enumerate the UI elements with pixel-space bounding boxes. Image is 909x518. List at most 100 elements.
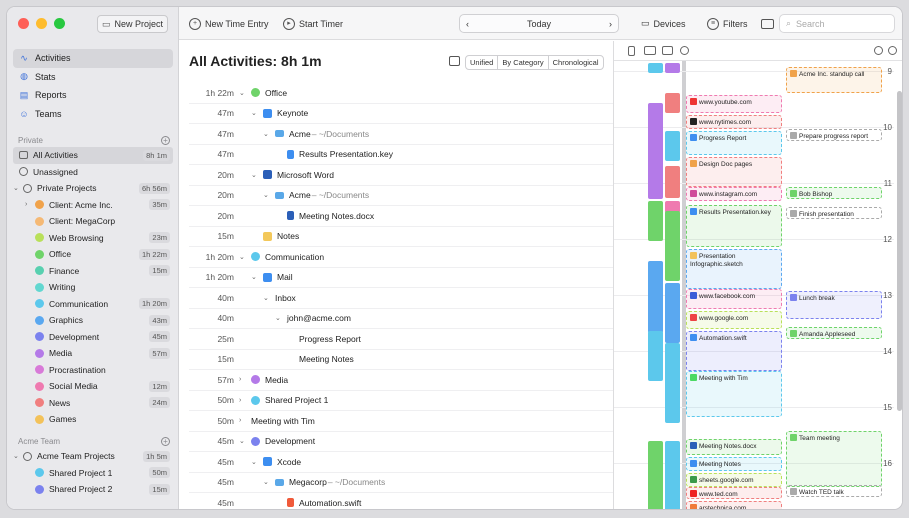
- category-time-block[interactable]: [648, 201, 663, 241]
- sidebar-item-team-project[interactable]: Shared Project 2 15m: [13, 481, 173, 498]
- activity-row[interactable]: 47m ⌄ Keynote: [189, 104, 613, 124]
- chevron-right-icon[interactable]: ›: [239, 376, 242, 384]
- folder-icon[interactable]: [662, 46, 673, 55]
- filters-button[interactable]: ≡ Filters: [707, 15, 748, 32]
- timeline-activity[interactable]: Meeting with Tim: [686, 371, 782, 417]
- timeline-activity[interactable]: www.facebook.com: [686, 289, 782, 309]
- activity-row[interactable]: 50m › Meeting with Tim: [189, 411, 613, 432]
- start-timer-button[interactable]: ▸ Start Timer: [283, 15, 343, 32]
- activity-row[interactable]: 20m Meeting Notes.docx: [189, 206, 613, 227]
- calendar-event[interactable]: Amanda Appleseed: [786, 327, 882, 339]
- search-input[interactable]: ⌕ Search: [779, 14, 895, 33]
- activity-row[interactable]: 25m Progress Report: [189, 329, 613, 350]
- chevron-down-icon[interactable]: ⌄: [275, 315, 281, 323]
- activity-row[interactable]: 47m Results Presentation.key: [189, 145, 613, 165]
- sidebar-item-project[interactable]: Media 57m: [13, 345, 173, 362]
- sidebar-item-team-project[interactable]: Shared Project 1 50m: [13, 465, 173, 482]
- activity-row[interactable]: 15m Notes: [189, 227, 613, 247]
- chevron-right-icon[interactable]: ›: [239, 417, 242, 425]
- chevron-left-icon[interactable]: ‹: [466, 18, 469, 29]
- zoom-out-icon[interactable]: [888, 46, 897, 55]
- chevron-right-icon[interactable]: ›: [239, 396, 242, 404]
- activity-row[interactable]: 15m Meeting Notes: [189, 350, 613, 370]
- chevron-down-icon[interactable]: ⌄: [251, 458, 257, 466]
- sidebar-item-project[interactable]: Communication 1h 20m: [13, 296, 173, 313]
- segment-chronological[interactable]: Chronological: [552, 58, 599, 67]
- chevron-down-icon[interactable]: ⌄: [263, 479, 269, 487]
- chevron-right-icon[interactable]: ›: [609, 18, 612, 29]
- activity-row[interactable]: 45m ⌄ Development: [189, 432, 613, 452]
- timeline-activity[interactable]: Automation.swift: [686, 331, 782, 371]
- activity-row[interactable]: 45m ⌄ Xcode: [189, 452, 613, 473]
- chevron-down-icon[interactable]: ⌄: [263, 192, 269, 200]
- phone-icon[interactable]: [628, 46, 635, 56]
- activity-row[interactable]: 1h 20m ⌄ Communication: [189, 247, 613, 268]
- timeline-activity[interactable]: Meeting Notes: [686, 457, 782, 471]
- activity-row[interactable]: 20m ⌄ Microsoft Word: [189, 165, 613, 186]
- activity-row[interactable]: 40m ⌄ Inbox: [189, 288, 613, 309]
- category-time-block[interactable]: [665, 283, 680, 343]
- sidebar-item-project[interactable]: Finance 15m: [13, 263, 173, 280]
- sidebar-group-team-projects[interactable]: ⌄ Acme Team Projects 1h 5m: [13, 448, 173, 465]
- chevron-down-icon[interactable]: ⌄: [251, 274, 257, 282]
- chevron-down-icon[interactable]: ⌄: [239, 438, 245, 446]
- segment-by-category[interactable]: By Category: [498, 56, 549, 69]
- chevron-down-icon[interactable]: ⌄: [239, 89, 245, 97]
- activity-row[interactable]: 47m ⌄ Acme – ~/Documents: [189, 124, 613, 145]
- calendar-event[interactable]: Team meeting: [786, 431, 882, 487]
- timeline-activity[interactable]: www.youtube.com: [686, 95, 782, 113]
- nav-teams[interactable]: ☺ Teams: [13, 105, 173, 124]
- sidebar-item-project[interactable]: Games: [13, 411, 173, 428]
- category-time-block[interactable]: [665, 63, 680, 73]
- sidebar-item-project[interactable]: Client: MegaCorp: [13, 213, 173, 230]
- calendar-event[interactable]: Finish presentation: [786, 207, 882, 219]
- calendar-event[interactable]: Bob Bishop: [786, 187, 882, 199]
- laptop-icon[interactable]: [644, 46, 656, 55]
- timeline-activity[interactable]: Progress Report: [686, 131, 782, 155]
- minimize-window-button[interactable]: [36, 18, 47, 29]
- activity-row[interactable]: 40m ⌄ john@acme.com: [189, 309, 613, 329]
- activity-row[interactable]: 45m Automation.swift: [189, 493, 613, 509]
- sidebar-item-project[interactable]: › Client: Acme Inc. 35m: [13, 197, 173, 214]
- sidebar-item-project[interactable]: Web Browsing 23m: [13, 230, 173, 247]
- chevron-down-icon[interactable]: ⌄: [239, 253, 245, 261]
- zoom-window-button[interactable]: [54, 18, 65, 29]
- chevron-down-icon[interactable]: ⌄: [263, 130, 269, 138]
- sidebar-item-all-activities[interactable]: All Activities 8h 1m: [13, 147, 173, 164]
- timeline-activity[interactable]: sheets.google.com: [686, 473, 782, 487]
- activity-row[interactable]: 45m ⌄ Megacorp – ~/Documents: [189, 473, 613, 493]
- timeline-scrollbar[interactable]: [897, 91, 902, 411]
- activity-row[interactable]: 1h 22m ⌄ Office: [189, 83, 613, 104]
- activity-row[interactable]: 50m › Shared Project 1: [189, 391, 613, 411]
- timeline-activity[interactable]: arstechnica.com: [686, 501, 782, 509]
- activity-row[interactable]: 20m ⌄ Acme – ~/Documents: [189, 186, 613, 206]
- category-time-block[interactable]: [665, 93, 680, 113]
- close-window-button[interactable]: [18, 18, 29, 29]
- category-time-block[interactable]: [648, 103, 663, 199]
- sidebar-item-project[interactable]: Office 1h 22m: [13, 246, 173, 263]
- add-private-project-icon[interactable]: +: [161, 136, 170, 145]
- sidebar-item-unassigned[interactable]: Unassigned: [13, 164, 173, 181]
- devices-button[interactable]: ▭ Devices: [641, 15, 686, 32]
- nav-stats[interactable]: ◍ Stats: [13, 68, 173, 87]
- zoom-in-icon[interactable]: [874, 46, 883, 55]
- category-time-block[interactable]: [665, 131, 680, 161]
- sidebar-item-project[interactable]: News 24m: [13, 395, 173, 412]
- timeline-activity[interactable]: Design Doc pages: [686, 157, 782, 187]
- sidebar-item-project[interactable]: Graphics 43m: [13, 312, 173, 329]
- timeline-activity[interactable]: Meeting Notes.docx: [686, 439, 782, 455]
- category-time-block[interactable]: [648, 63, 663, 73]
- calendar-event[interactable]: Prepare progress report: [786, 129, 882, 141]
- sidebar-item-project[interactable]: Writing: [13, 279, 173, 296]
- timeline-activity[interactable]: www.ted.com: [686, 487, 782, 499]
- add-team-project-icon[interactable]: +: [161, 437, 170, 446]
- sidebar-item-project[interactable]: Social Media 12m: [13, 378, 173, 395]
- category-time-block[interactable]: [665, 211, 680, 281]
- nav-activities[interactable]: ∿ Activities: [13, 49, 173, 68]
- chevron-down-icon[interactable]: ⌄: [263, 294, 269, 302]
- new-project-button[interactable]: ▭ New Project: [97, 15, 169, 33]
- calendar-event[interactable]: Watch TED talk: [786, 485, 882, 497]
- sidebar-item-project[interactable]: Development 45m: [13, 329, 173, 346]
- sidebar-item-project[interactable]: Procrastination: [13, 362, 173, 379]
- timeline-activity[interactable]: www.nytimes.com: [686, 115, 782, 129]
